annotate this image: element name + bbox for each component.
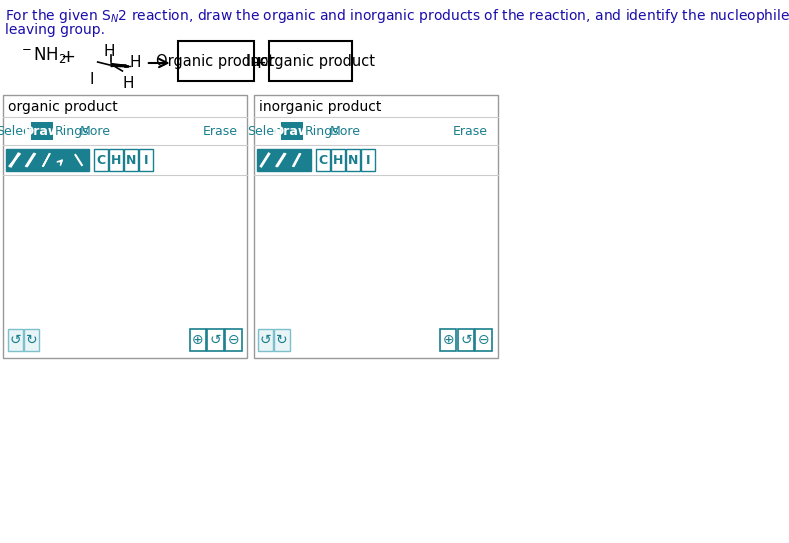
Text: Inorganic product: Inorganic product	[246, 54, 375, 68]
FancyBboxPatch shape	[31, 122, 53, 140]
Text: +: +	[251, 54, 266, 72]
FancyBboxPatch shape	[282, 122, 303, 140]
Text: C: C	[96, 154, 106, 167]
Text: More: More	[330, 124, 361, 137]
FancyBboxPatch shape	[8, 329, 23, 351]
Text: Draw: Draw	[274, 124, 310, 137]
FancyBboxPatch shape	[225, 329, 241, 351]
Text: $^-$NH$_2$: $^-$NH$_2$	[19, 45, 67, 65]
Text: More: More	[80, 124, 110, 137]
FancyBboxPatch shape	[253, 95, 498, 358]
Text: Rings: Rings	[305, 124, 339, 137]
FancyBboxPatch shape	[476, 329, 492, 351]
Text: leaving group.: leaving group.	[6, 23, 105, 37]
Text: H: H	[333, 154, 343, 167]
Text: Erase: Erase	[453, 124, 488, 137]
Text: ⊕: ⊕	[443, 333, 454, 347]
FancyBboxPatch shape	[178, 41, 253, 81]
FancyBboxPatch shape	[269, 41, 352, 81]
Text: ↻: ↻	[276, 333, 288, 347]
Text: ↺: ↺	[260, 333, 271, 347]
Text: N: N	[126, 154, 136, 167]
FancyBboxPatch shape	[316, 149, 330, 171]
Text: I: I	[144, 154, 148, 167]
Text: inorganic product: inorganic product	[259, 100, 381, 114]
Text: ⊖: ⊖	[227, 333, 239, 347]
Text: I: I	[89, 72, 94, 87]
Text: Rings: Rings	[54, 124, 89, 137]
FancyBboxPatch shape	[109, 149, 123, 171]
Text: H: H	[103, 44, 115, 59]
FancyBboxPatch shape	[94, 149, 108, 171]
FancyBboxPatch shape	[256, 149, 311, 171]
FancyBboxPatch shape	[458, 329, 474, 351]
Text: Organic product: Organic product	[156, 54, 275, 68]
Text: Select: Select	[0, 124, 36, 137]
Text: organic product: organic product	[9, 100, 118, 114]
FancyBboxPatch shape	[3, 95, 247, 358]
Text: ↻: ↻	[26, 333, 38, 347]
Text: Select: Select	[247, 124, 286, 137]
Text: ↺: ↺	[9, 333, 21, 347]
Polygon shape	[111, 64, 127, 66]
FancyBboxPatch shape	[24, 329, 39, 351]
Text: ↺: ↺	[210, 333, 222, 347]
FancyBboxPatch shape	[275, 329, 290, 351]
FancyBboxPatch shape	[125, 149, 138, 171]
FancyBboxPatch shape	[208, 329, 224, 351]
FancyBboxPatch shape	[440, 329, 456, 351]
Text: ⊕: ⊕	[192, 333, 204, 347]
Text: ⊖: ⊖	[478, 333, 489, 347]
FancyBboxPatch shape	[140, 149, 153, 171]
FancyBboxPatch shape	[346, 149, 360, 171]
Text: C: C	[318, 154, 327, 167]
FancyBboxPatch shape	[331, 149, 345, 171]
Text: For the given S$_N$2 reaction, draw the organic and inorganic products of the re: For the given S$_N$2 reaction, draw the …	[6, 7, 789, 25]
Text: Erase: Erase	[203, 124, 237, 137]
Text: Draw: Draw	[24, 124, 60, 137]
Text: H: H	[122, 76, 134, 91]
Text: I: I	[366, 154, 371, 167]
Text: H: H	[130, 54, 141, 70]
Text: ↺: ↺	[460, 333, 472, 347]
Text: H: H	[111, 154, 122, 167]
FancyBboxPatch shape	[6, 149, 89, 171]
FancyBboxPatch shape	[361, 149, 376, 171]
FancyBboxPatch shape	[189, 329, 206, 351]
FancyBboxPatch shape	[258, 329, 273, 351]
Text: N: N	[348, 154, 358, 167]
Text: +: +	[60, 48, 75, 66]
